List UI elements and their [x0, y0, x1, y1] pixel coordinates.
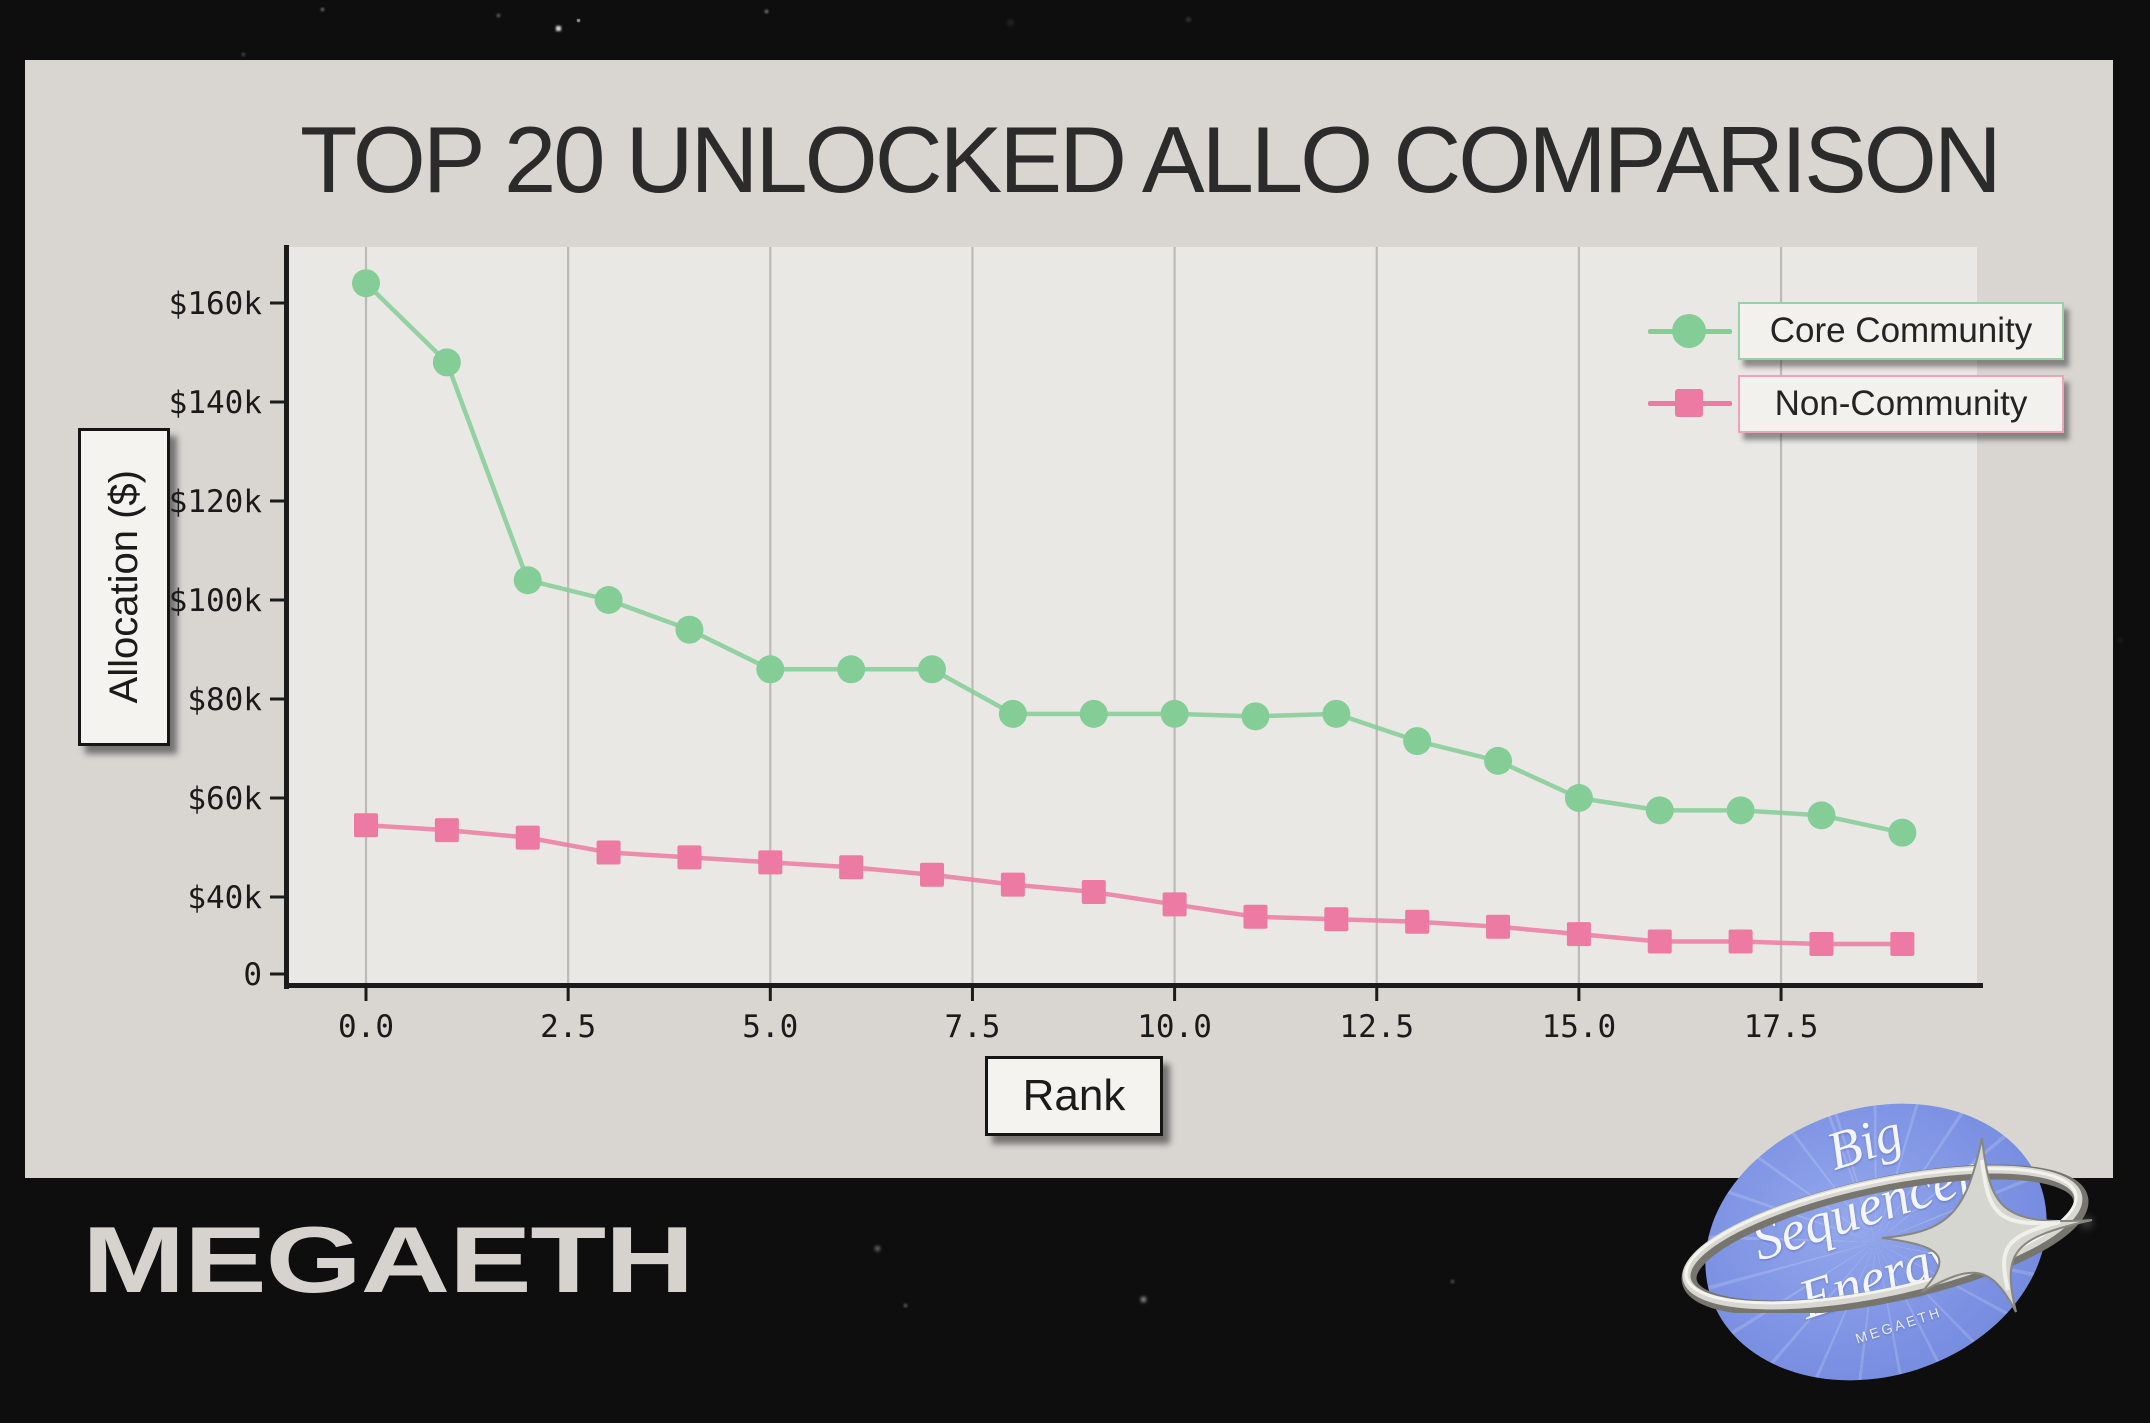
- data-point: [1405, 909, 1430, 934]
- x-axis-label-box: Rank: [985, 1056, 1163, 1136]
- data-point: [839, 855, 864, 880]
- data-point: [513, 566, 542, 595]
- x-tick-label: 7.5: [944, 1009, 1000, 1045]
- chrome-star-blade: [1881, 1137, 2093, 1313]
- y-tick-label: $80k: [187, 682, 262, 718]
- y-tick-label: $100k: [169, 583, 263, 619]
- data-point: [352, 269, 380, 298]
- data-point: [1160, 699, 1189, 728]
- y-axis-spine: [284, 245, 289, 989]
- data-point: [677, 845, 702, 870]
- x-tick-label: 12.5: [1339, 1009, 1414, 1045]
- data-point: [594, 586, 623, 614]
- data-point: [1484, 746, 1513, 775]
- data-point: [1079, 699, 1108, 728]
- y-tick-label: $140k: [169, 385, 263, 421]
- data-point: [918, 655, 947, 684]
- legend-item-core-community: Core Community: [1738, 302, 2064, 360]
- data-point: [1726, 796, 1755, 825]
- data-point: [1243, 904, 1268, 929]
- x-tick-label: 0.0: [338, 1009, 394, 1045]
- data-point: [1324, 907, 1349, 932]
- page: { "title": "TOP 20 UNLOCKED ALLO COMPARI…: [0, 0, 2150, 1313]
- data-point: [1564, 784, 1593, 812]
- data-point: [1888, 818, 1917, 847]
- data-point: [1566, 922, 1591, 947]
- data-point: [758, 850, 783, 875]
- legend-item-non-community: Non-Community: [1738, 375, 2064, 433]
- legend-pink-square-marker: [1675, 389, 1703, 417]
- chrome-star-highlight: [1980, 1159, 2061, 1291]
- line-chart: $160k $140k $120k $100k $80k $60k $40k 0 0.0 2.5 5…: [169, 245, 1983, 1045]
- data-point: [920, 862, 945, 887]
- data-point: [998, 699, 1027, 728]
- data-point: [1162, 892, 1187, 917]
- data-point: [596, 840, 621, 865]
- data-point: [1486, 914, 1511, 939]
- data-point: [756, 655, 785, 684]
- chrome-ring: [1681, 1164, 2089, 1313]
- data-point: [1807, 801, 1836, 830]
- data-point: [515, 825, 540, 850]
- data-point: [1890, 932, 1915, 957]
- y-tick-label: $160k: [169, 286, 263, 322]
- data-point: [1403, 727, 1432, 756]
- x-tick-label: 17.5: [1744, 1009, 1819, 1045]
- data-point: [1809, 932, 1834, 957]
- y-axis-label: Allocation ($): [101, 470, 146, 704]
- y-axis-label-box: Allocation ($): [78, 428, 170, 746]
- data-point: [1728, 929, 1753, 954]
- chart-title: TOP 20 UNLOCKED ALLO COMPARISON: [300, 107, 2002, 212]
- data-point: [1645, 796, 1674, 825]
- y-tick-label: $40k: [187, 880, 262, 916]
- data-point: [1000, 872, 1025, 897]
- megaeth-wordmark: MEGAETH: [82, 1207, 694, 1312]
- legend-green-circle-marker: [1672, 314, 1706, 348]
- data-point: [354, 813, 378, 838]
- data-point: [675, 615, 704, 644]
- data-point: [1647, 929, 1672, 954]
- x-tick-label: 10.0: [1137, 1009, 1212, 1045]
- x-tick-label: 5.0: [742, 1009, 798, 1045]
- plot-area: [288, 247, 1977, 985]
- x-axis-spine: [284, 983, 1983, 988]
- series-line-non-community: [365, 822, 1903, 947]
- big-sequencer-energy-badge: Big Sequencer Energy MEGAETH: [1660, 1060, 2150, 1423]
- data-point: [1081, 880, 1106, 905]
- x-tick-label: 15.0: [1542, 1009, 1617, 1045]
- data-point: [837, 655, 866, 684]
- y-tick-label: 0: [243, 957, 262, 993]
- x-tick-label: 2.5: [540, 1009, 596, 1045]
- x-axis-label: Rank: [1022, 1071, 1126, 1120]
- data-point: [434, 818, 459, 843]
- data-point: [1241, 702, 1270, 731]
- y-tick-label: $120k: [169, 484, 263, 520]
- legend-label-non-community: Non-Community: [1774, 384, 2028, 423]
- data-point: [1322, 699, 1351, 728]
- data-point: [432, 348, 461, 377]
- legend-label-core-community: Core Community: [1769, 311, 2033, 350]
- y-tick-label: $60k: [187, 781, 262, 817]
- badge-chrome-ornaments: [1681, 1137, 2093, 1313]
